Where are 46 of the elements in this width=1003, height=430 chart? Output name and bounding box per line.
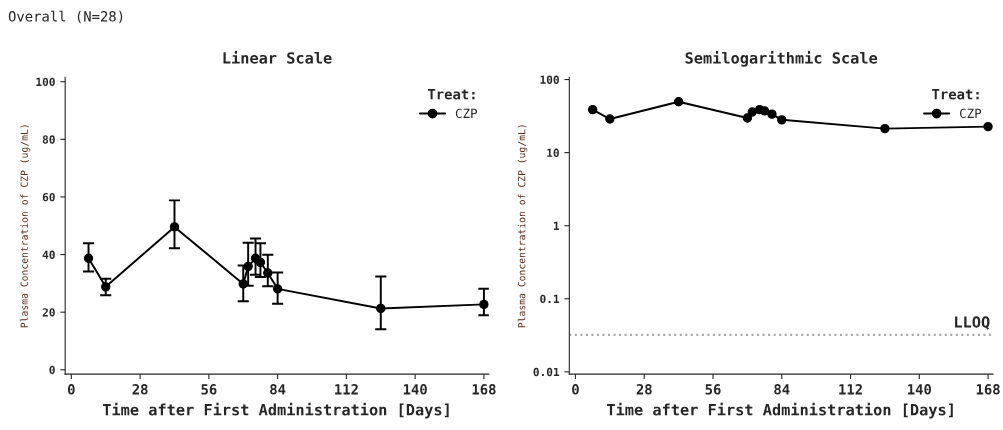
legend-label: CZP bbox=[959, 108, 982, 119]
x-tick-label: 112 bbox=[839, 384, 862, 395]
y-tick-label: 100 bbox=[540, 75, 559, 84]
point bbox=[587, 104, 598, 115]
text: Overall (N=28) bbox=[8, 10, 123, 24]
x-tick-label: 28 bbox=[636, 384, 652, 395]
x-tick-label: 168 bbox=[472, 384, 496, 395]
legend-title: Treat: bbox=[932, 89, 979, 100]
y-tick-label: 0.01 bbox=[533, 367, 560, 377]
x-axis-title: Time after First Administration [Days] bbox=[607, 402, 953, 419]
point bbox=[673, 97, 684, 107]
x-tick-label: 140 bbox=[908, 384, 931, 395]
point bbox=[605, 114, 615, 124]
x-tick-label: 140 bbox=[403, 384, 427, 395]
point bbox=[747, 107, 757, 117]
ref-line-label: LLOQ bbox=[955, 316, 990, 330]
y-axis-title: Plasma Concentration of CZP (ug/mL) bbox=[517, 125, 528, 328]
y-tick-label: 0.1 bbox=[540, 294, 560, 304]
chart-title: Linear Scale bbox=[223, 51, 332, 64]
legend-title: Treat: bbox=[428, 89, 475, 100]
x-tick-label: 84 bbox=[270, 384, 286, 395]
point bbox=[777, 115, 787, 125]
point bbox=[767, 109, 777, 119]
x-tick-label: 112 bbox=[335, 384, 358, 395]
y-tick-label: 10 bbox=[547, 148, 559, 157]
point bbox=[983, 121, 993, 132]
y-tick-label: 1 bbox=[553, 221, 560, 230]
legend-label: CZP bbox=[455, 108, 478, 119]
y-tick-label: 40 bbox=[42, 250, 55, 259]
point bbox=[742, 113, 753, 123]
x-tick-label: 84 bbox=[774, 384, 790, 395]
point bbox=[880, 123, 890, 134]
x-tick-label: 56 bbox=[201, 384, 217, 395]
y-tick-label: 20 bbox=[42, 308, 55, 317]
x-axis-title: Time after First Administration [Days] bbox=[102, 402, 449, 419]
x-tick-label: 0 bbox=[572, 384, 579, 395]
x-tick-label: 56 bbox=[705, 384, 721, 395]
y-axis-title: Plasma Concentration of CZP (ug/mL) bbox=[20, 125, 30, 328]
chart-title: Semilogarithmic Scale bbox=[685, 51, 878, 67]
x-tick-label: 28 bbox=[132, 384, 148, 395]
x-tick-label: 0 bbox=[67, 384, 75, 395]
y-tick-label: 60 bbox=[42, 192, 55, 202]
y-tick-label: 80 bbox=[42, 135, 55, 144]
y-tick-label: 0 bbox=[49, 365, 55, 375]
x-tick-label: 168 bbox=[976, 384, 1000, 395]
y-tick-label: 100 bbox=[36, 77, 55, 87]
